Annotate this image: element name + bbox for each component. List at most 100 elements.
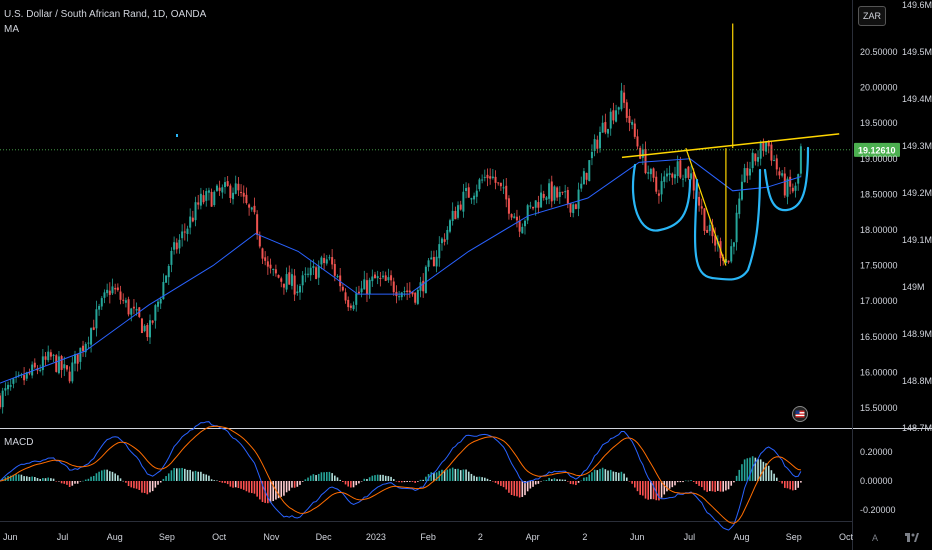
candle-body [226,181,229,187]
macd-histogram-bar [454,468,457,481]
candle-body [157,301,160,307]
macd-histogram-bar [277,481,280,499]
candle-body [242,192,245,197]
candle-body [577,189,580,209]
auto-scale-toggle[interactable]: A [872,533,879,543]
candle-body [411,291,414,295]
candle-body [499,182,502,187]
macd-histogram-bar [478,476,481,481]
candle-body [727,260,730,263]
macd-histogram-bar [668,481,671,489]
secondary-tick-label: 148.8M [902,376,932,386]
macd-histogram-bar [382,474,384,481]
macd-histogram-bar [575,481,577,486]
macd-histogram-bar [363,478,366,481]
currency-button[interactable]: ZAR [858,6,886,26]
candle-body [221,187,224,193]
macd-histogram-bar [173,467,175,481]
candle-body [553,186,556,201]
macd-histogram-bar [475,476,478,481]
candle-body [272,268,275,270]
macd-histogram-bar [138,481,141,490]
candle-body [384,275,387,281]
macd-histogram-bar [344,481,347,485]
macd-histogram-bar [639,481,641,495]
candle-body [106,289,109,294]
flag-icon[interactable] [792,406,808,422]
candle-body [285,274,288,290]
macd-histogram-bar [234,481,237,488]
macd-histogram-bar [730,481,733,486]
macd-histogram-bar [556,479,558,481]
price-tick-label: 15.50000 [860,403,898,413]
macd-histogram-bar [612,471,615,481]
candle-body [100,298,103,307]
macd-histogram-bar [92,475,95,481]
macd-histogram-bar [422,479,425,481]
macd-histogram-bar [623,473,625,481]
macd-histogram-bar [371,475,374,481]
candle-body [732,242,735,247]
candle-body [207,190,210,193]
macd-histogram-bar [700,481,703,488]
macd-histogram-bar [770,470,773,481]
candle-body [564,191,567,193]
signal-line [0,425,801,524]
macd-histogram-bar [620,471,623,481]
secondary-tick-label: 149.4M [902,94,932,104]
macd-indicator-label[interactable]: MACD [4,437,34,448]
macd-histogram-bar [84,479,87,481]
macd-histogram-bar [746,458,749,481]
macd-histogram-bar [725,481,727,491]
price-tick-label: 20.50000 [860,47,898,57]
candle-body [706,229,709,233]
candle-body [762,142,765,151]
candle-body [639,147,642,159]
macd-histogram-bar [141,481,143,493]
candle-body [459,204,462,210]
macd-histogram-bar [406,481,408,482]
macd-histogram-bar [580,480,583,482]
macd-histogram-bar [470,473,473,481]
macd-histogram-bar [789,481,791,490]
candle-body [317,265,320,278]
candle-body [454,210,457,220]
candle-body [379,278,382,280]
candle-body [770,144,773,161]
candle-body [315,267,318,280]
candle-body [127,299,130,315]
candle-body [151,320,154,323]
macd-histogram-bar [60,481,63,484]
macd-histogram-bar [189,469,191,481]
macd-histogram-bar [47,477,50,481]
macd-histogram-bar [542,480,545,481]
candle-body [47,351,50,361]
macd-histogram-bar [34,477,36,481]
macd-line [0,421,802,531]
candle-body [175,242,178,250]
candle-body [473,195,476,200]
candle-body [25,372,28,379]
macd-histogram-bar [23,476,25,481]
candle-body [4,388,7,391]
macd-histogram-bar [58,481,60,482]
candle-body [288,272,291,285]
time-tick-label: Jul [684,532,696,542]
macd-histogram-bar [609,469,612,481]
candle-body [730,246,733,262]
macd-histogram-bar [636,481,639,492]
candle-body [467,187,470,198]
candle-body [641,149,644,158]
candle-body [684,168,687,179]
macd-histogram-bar [430,472,433,481]
ma-indicator-label[interactable]: MA [4,24,19,35]
candle-body [90,328,93,345]
candle-body [607,129,610,134]
candle-body [400,292,403,298]
candle-body [427,260,430,267]
candle-body [759,142,762,159]
candle-body [797,174,800,184]
candle-body [293,275,296,295]
macd-histogram-bar [583,477,585,481]
